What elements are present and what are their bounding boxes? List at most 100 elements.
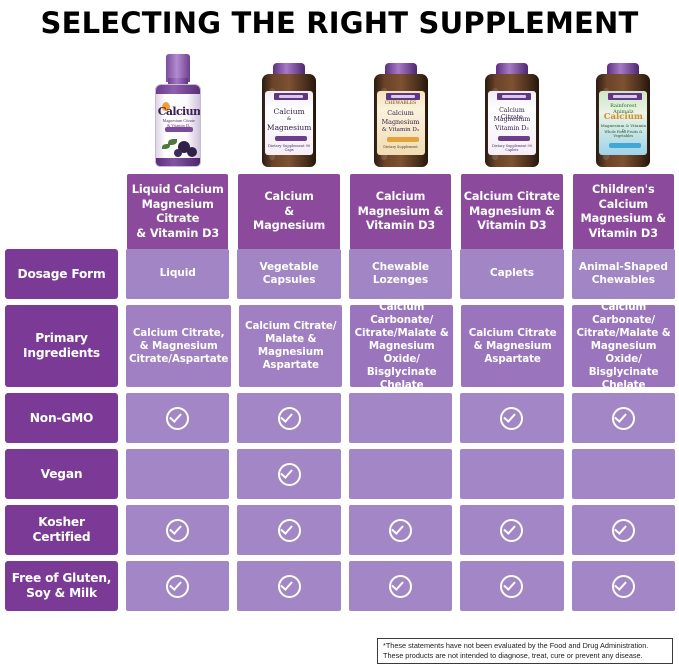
product-image-cell-4: Calcium Citrate Magnesium Vitamin D₃ Die… <box>460 47 563 167</box>
row-label-cell-free-of-gluten: Free of Gluten, Soy & Milk <box>5 561 118 611</box>
cell-vegan-3 <box>348 449 453 499</box>
product-image-childrens-calcium: Rainforest Animalz Calcium Magnesium & V… <box>596 63 651 167</box>
product-image-calcium-magnesium: Calcium & Magnesium Dietary Supplement 9… <box>262 63 317 167</box>
cell-free-4 <box>460 561 564 611</box>
check-circle-icon <box>500 574 524 598</box>
product-header-cell-1[interactable]: Liquid Calcium Magnesium Citrate & Vitamin… <box>126 173 230 251</box>
cell-vegan-4 <box>460 449 564 499</box>
table-row-non-gmo: Non-GMO <box>0 390 679 446</box>
cell-value-vegan-1 <box>126 449 230 499</box>
cell-ingredients-2: Calcium Citrate/Malate & Magnesium Aspart… <box>239 305 343 387</box>
row-label-free-of-gluten: Free of Gluten, Soy & Milk <box>5 561 118 611</box>
product-header-cell-4[interactable]: Calcium Citrate Magnesium & Vitamin D3 <box>460 173 564 251</box>
table-row-vegan: Vegan <box>0 446 679 502</box>
cell-dosage-1: Liquid <box>126 249 230 299</box>
check-circle-icon <box>500 406 524 430</box>
cell-non-gmo-4 <box>460 393 564 443</box>
check-circle-icon <box>500 518 524 542</box>
cell-value-non-gmo-4 <box>460 393 564 443</box>
cell-value-kosher-2 <box>237 505 341 555</box>
cell-free-5 <box>571 561 676 611</box>
product-name-3: Calcium Magnesium & Vitamin D3 <box>348 173 453 251</box>
disclaimer-line-1: *These statements have not been evaluate… <box>383 641 649 650</box>
corner-spacer <box>5 47 118 167</box>
cell-value-free-3 <box>348 561 453 611</box>
cell-value-dosage-4: Caplets <box>460 249 564 299</box>
product-image-chewable-calcium-magnesium-d3: CHEWABLES Calcium Magnesium & Vitamin D₃… <box>373 63 428 167</box>
product-image-calcium-citrate-magnesium-d3: Calcium Citrate Magnesium Vitamin D₃ Die… <box>484 63 539 167</box>
cell-value-ingredients-5: Calcium Carbonate/Citrate/Malate & Magnes… <box>572 301 676 391</box>
product-header-cell-5[interactable]: Children's Calcium Magnesium & Vitamin D3 <box>571 173 676 251</box>
header-corner-spacer <box>5 173 118 243</box>
product-image-cell-3: CHEWABLES Calcium Magnesium & Vitamin D₃… <box>349 47 452 167</box>
cell-value-kosher-1 <box>126 505 230 555</box>
row-label-dosage-form: Dosage Form <box>5 249 118 299</box>
row-label-cell-kosher-certified: Kosher Certified <box>5 505 118 555</box>
cell-value-free-1 <box>126 561 230 611</box>
cell-non-gmo-1 <box>126 393 230 443</box>
product-image-liquid-calcium: Calcium Magnesium Citrate & Vitamin D₃ <box>154 54 201 167</box>
product-name-4: Calcium Citrate Magnesium & Vitamin D3 <box>460 173 564 251</box>
cell-kosher-3 <box>348 505 453 555</box>
table-row-kosher-certified: Kosher Certified <box>0 502 679 558</box>
cell-value-kosher-4 <box>460 505 564 555</box>
cell-kosher-1 <box>126 505 230 555</box>
cell-ingredients-4: Calcium Citrate & Magnesium Aspartate <box>461 305 565 387</box>
cell-value-dosage-2: Vegetable Capsules <box>237 249 341 299</box>
cell-ingredients-3: Calcium Carbonate/Citrate/Malate & Magnes… <box>350 301 454 391</box>
product-image-cell-5: Rainforest Animalz Calcium Magnesium & V… <box>572 47 675 167</box>
check-circle-icon <box>277 462 301 486</box>
row-label-kosher-certified: Kosher Certified <box>5 505 118 555</box>
check-circle-icon <box>389 518 413 542</box>
cell-ingredients-5: Calcium Carbonate/Citrate/Malate & Magnes… <box>572 301 676 391</box>
product-image-cell-1: Calcium Magnesium Citrate & Vitamin D₃ <box>126 47 229 167</box>
comparison-table: Calcium Magnesium Citrate & Vitamin D₃ <box>0 44 679 614</box>
cell-value-dosage-5: Animal-Shaped Chewables <box>571 249 676 299</box>
cell-value-non-gmo-5 <box>571 393 676 443</box>
check-circle-icon <box>166 574 190 598</box>
row-label-primary-ingredients: Primary Ingredients <box>5 305 118 387</box>
cell-value-ingredients-4: Calcium Citrate & Magnesium Aspartate <box>461 305 565 387</box>
cell-dosage-4: Caplets <box>460 249 564 299</box>
cell-free-1 <box>126 561 230 611</box>
cell-value-vegan-2 <box>237 449 341 499</box>
cell-non-gmo-2 <box>237 393 341 443</box>
check-circle-icon <box>611 406 635 430</box>
product-header-cell-3[interactable]: Calcium Magnesium & Vitamin D3 <box>348 173 453 251</box>
check-circle-icon <box>277 518 301 542</box>
row-label-cell-non-gmo: Non-GMO <box>5 393 118 443</box>
cell-dosage-3: Chewable Lozenges <box>348 249 453 299</box>
check-circle-icon <box>389 574 413 598</box>
cell-ingredients-1: Calcium Citrate, & Magnesium Citrate/Aspar… <box>126 305 232 387</box>
page-title: SELECTING THE RIGHT SUPPLEMENT <box>40 6 639 40</box>
cell-kosher-4 <box>460 505 564 555</box>
cell-free-2 <box>237 561 341 611</box>
product-image-cell-2: Calcium & Magnesium Dietary Supplement 9… <box>237 47 340 167</box>
row-label-cell-primary-ingredients: Primary Ingredients <box>5 305 118 387</box>
cell-vegan-1 <box>126 449 230 499</box>
cell-value-vegan-5 <box>571 449 676 499</box>
cell-dosage-2: Vegetable Capsules <box>237 249 341 299</box>
product-header-cell-2[interactable]: Calcium & Magnesium <box>237 173 341 251</box>
cell-value-vegan-3 <box>348 449 453 499</box>
cell-value-ingredients-1: Calcium Citrate, & Magnesium Citrate/Aspar… <box>126 305 232 387</box>
cell-value-kosher-3 <box>348 505 453 555</box>
check-circle-icon <box>166 406 190 430</box>
cell-kosher-5 <box>571 505 676 555</box>
product-name-5: Children's Calcium Magnesium & Vitamin D3 <box>571 173 676 251</box>
cell-value-free-2 <box>237 561 341 611</box>
cell-dosage-5: Animal-Shaped Chewables <box>571 249 676 299</box>
cell-value-dosage-3: Chewable Lozenges <box>348 249 453 299</box>
cell-vegan-2 <box>237 449 341 499</box>
check-circle-icon <box>277 406 301 430</box>
check-circle-icon <box>166 518 190 542</box>
cell-kosher-2 <box>237 505 341 555</box>
cell-value-dosage-1: Liquid <box>126 249 230 299</box>
row-label-cell-vegan: Vegan <box>5 449 118 499</box>
product-name-2: Calcium & Magnesium <box>237 173 341 251</box>
check-circle-icon <box>277 574 301 598</box>
cell-free-3 <box>348 561 453 611</box>
cell-value-kosher-5 <box>571 505 676 555</box>
cell-value-non-gmo-3 <box>348 393 453 443</box>
check-circle-icon <box>611 518 635 542</box>
